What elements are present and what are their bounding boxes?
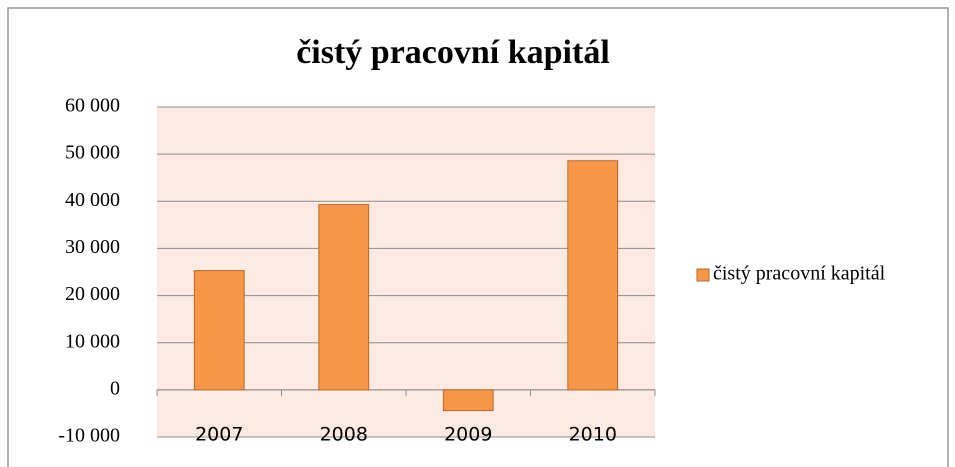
x-tick-label: 2008 bbox=[320, 424, 368, 446]
y-tick-label: 20 000 bbox=[65, 283, 120, 305]
y-tick-label: -10 000 bbox=[58, 425, 120, 447]
y-tick-label: 10 000 bbox=[65, 330, 120, 352]
bar bbox=[442, 389, 494, 412]
y-tick-label: 50 000 bbox=[65, 142, 120, 164]
y-tick-label: 40 000 bbox=[65, 189, 120, 211]
chart-title: čistý pracovní kapitál bbox=[296, 34, 610, 71]
bar bbox=[193, 270, 245, 391]
legend-label: čistý pracovní kapitál bbox=[713, 263, 886, 285]
legend-swatch bbox=[696, 268, 710, 282]
x-tick-label: 2007 bbox=[195, 424, 243, 446]
x-tick-label: 2010 bbox=[569, 424, 617, 446]
bar bbox=[318, 204, 370, 391]
x-tick-label: 2009 bbox=[444, 424, 492, 446]
bar bbox=[567, 160, 619, 391]
y-tick-label: 60 000 bbox=[65, 95, 120, 117]
y-tick-label: 0 bbox=[110, 377, 120, 399]
y-tick-label: 30 000 bbox=[65, 236, 120, 258]
